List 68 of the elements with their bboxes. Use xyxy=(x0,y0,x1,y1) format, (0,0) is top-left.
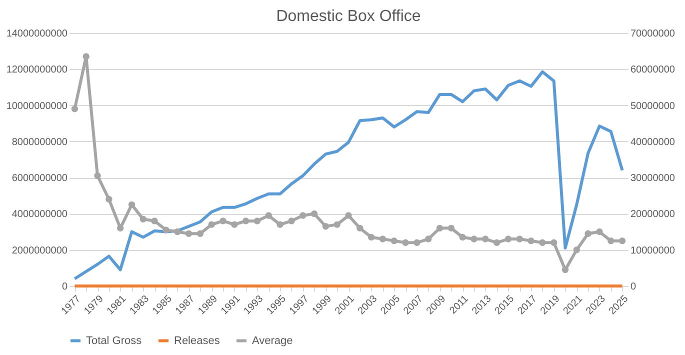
y-tick-label: 0 xyxy=(62,282,68,292)
legend-label: Releases xyxy=(174,334,220,347)
point xyxy=(231,221,238,228)
point xyxy=(310,210,318,218)
point xyxy=(71,106,78,112)
point xyxy=(345,212,352,219)
point xyxy=(322,223,330,230)
y2-tick-label: 20000000 xyxy=(630,209,676,220)
point xyxy=(504,236,512,242)
point xyxy=(276,221,284,228)
point xyxy=(140,216,147,222)
point xyxy=(208,221,215,228)
point xyxy=(185,230,192,237)
y2-tick-label: 40000000 xyxy=(630,136,676,148)
point xyxy=(539,239,546,246)
y-tick-label: 12000000000 xyxy=(6,64,68,76)
y-tick-label: 4000000000 xyxy=(12,209,68,220)
point xyxy=(94,172,101,180)
point xyxy=(128,201,136,208)
point xyxy=(151,218,158,224)
point xyxy=(436,224,444,232)
point xyxy=(608,237,614,244)
chart-title: Domestic Box Office xyxy=(276,8,421,25)
point xyxy=(82,53,90,60)
point xyxy=(379,236,386,242)
point xyxy=(596,228,603,236)
point xyxy=(334,221,340,228)
point xyxy=(265,212,272,219)
point xyxy=(254,218,261,224)
y-tick-label: 6000000000 xyxy=(12,173,68,184)
point xyxy=(242,218,250,224)
point xyxy=(390,237,398,244)
point xyxy=(482,236,489,242)
point xyxy=(448,224,455,232)
point xyxy=(300,212,306,219)
point xyxy=(116,224,124,232)
y-tick-label: 10000000000 xyxy=(6,100,68,112)
y2-tick-label: 60000000 xyxy=(630,64,676,76)
y-tick-label: 2000000000 xyxy=(12,245,68,256)
point xyxy=(584,230,592,237)
point xyxy=(106,196,112,203)
point xyxy=(402,239,409,246)
y2-tick-label: 10000000 xyxy=(630,245,676,256)
point xyxy=(356,224,364,232)
point xyxy=(470,236,478,242)
y2-tick-label: 0 xyxy=(630,282,636,292)
point xyxy=(573,246,580,254)
point xyxy=(528,237,534,244)
point xyxy=(425,236,432,242)
legend-label: Average xyxy=(252,334,293,347)
y2-tick-label: 30000000 xyxy=(630,173,676,184)
point xyxy=(516,236,523,242)
y-tick-label: 14000000000 xyxy=(6,28,68,40)
point xyxy=(618,237,626,244)
y-tick-label: 8000000000 xyxy=(12,136,68,148)
point xyxy=(220,218,226,224)
point xyxy=(196,230,204,237)
point xyxy=(459,234,466,241)
point xyxy=(414,239,420,246)
point xyxy=(493,239,500,246)
point xyxy=(174,228,181,236)
point xyxy=(162,226,170,234)
legend-label: Total Gross xyxy=(86,334,142,347)
point xyxy=(368,234,375,241)
point xyxy=(288,218,295,224)
y2-tick-label: 50000000 xyxy=(630,100,676,112)
y2-tick-label: 70000000 xyxy=(630,28,676,40)
point xyxy=(550,239,558,246)
